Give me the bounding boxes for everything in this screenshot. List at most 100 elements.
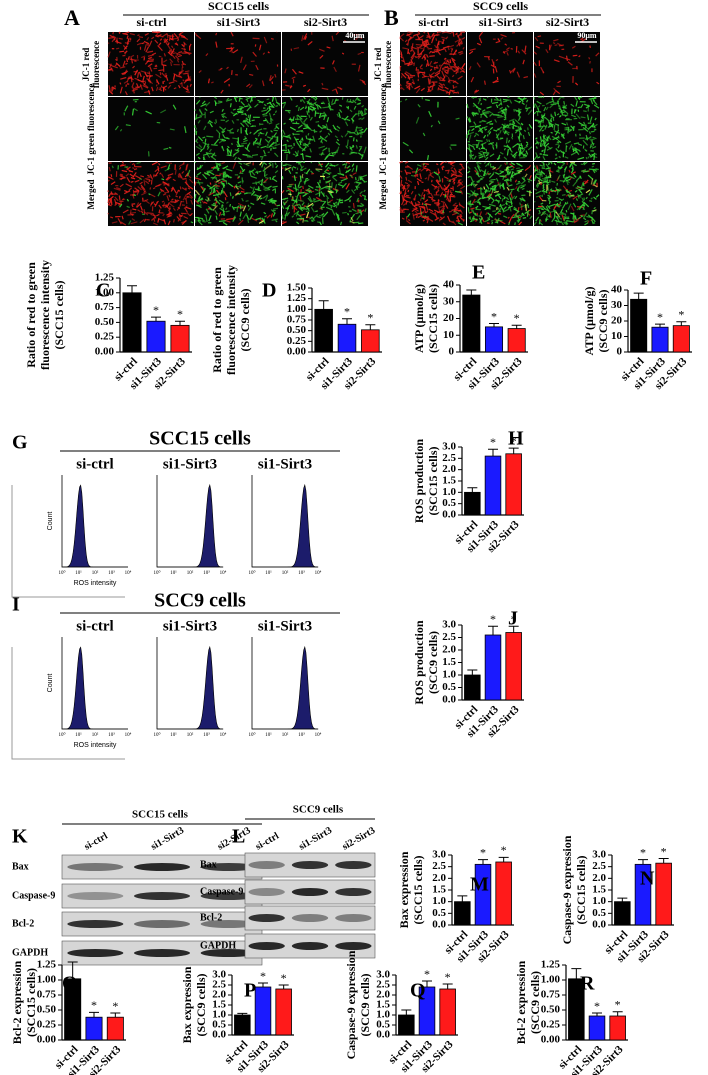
signal — [419, 47, 421, 48]
signal — [487, 97, 488, 98]
signal — [248, 205, 249, 207]
signal — [461, 41, 462, 43]
x-tick-label: 10² — [92, 570, 99, 576]
signal — [347, 99, 348, 102]
signal — [470, 221, 472, 222]
row-label: Bcl-2 — [12, 918, 34, 929]
bar — [485, 327, 502, 352]
signal — [307, 111, 308, 115]
significance: * — [661, 844, 667, 858]
signal — [108, 37, 114, 38]
significance: * — [367, 310, 373, 324]
bar — [361, 330, 379, 352]
signal — [285, 85, 289, 86]
signal — [557, 142, 559, 143]
signal — [298, 107, 299, 111]
signal — [234, 186, 235, 188]
y-axis-label: fluorescence intensity — [38, 260, 52, 370]
signal — [557, 183, 558, 186]
band — [134, 920, 190, 928]
y-tick-label: 1.25 — [287, 292, 307, 304]
y-tick-label: 0.00 — [37, 1034, 57, 1046]
signal — [562, 195, 566, 196]
signal — [195, 182, 196, 186]
signal — [511, 49, 513, 50]
signal — [567, 56, 568, 61]
y-axis-label: ATP (μmol/g) — [412, 284, 426, 353]
signal — [422, 97, 423, 99]
y-axis-label: Caspase-9 expression — [560, 835, 574, 944]
y-tick-label: 1.5 — [442, 656, 456, 668]
signal — [237, 146, 244, 147]
signal — [481, 189, 482, 196]
signal — [282, 221, 284, 222]
signal — [583, 111, 586, 112]
y-tick-label: 40 — [611, 284, 623, 296]
signal — [356, 177, 357, 180]
bar — [610, 1016, 626, 1040]
y-tick-label: 2.0 — [592, 872, 606, 884]
signal — [348, 213, 349, 215]
signal — [460, 164, 463, 165]
signal — [288, 194, 291, 195]
panel-letter: B — [384, 5, 399, 30]
signal — [446, 187, 447, 190]
x-axis-label: ROS intensity — [74, 580, 117, 587]
y-tick-label: 0.5 — [432, 907, 446, 919]
signal — [300, 176, 301, 182]
signal — [120, 174, 123, 175]
row-label: Merged — [378, 180, 388, 210]
y-tick-label: 0.0 — [442, 509, 456, 521]
x-tick-label: 10⁰ — [58, 570, 65, 576]
signal — [233, 196, 234, 198]
panel-letter: J — [508, 608, 518, 630]
signal — [589, 57, 590, 59]
y-tick-label: 1.0 — [442, 669, 456, 681]
signal — [319, 215, 323, 216]
bar — [398, 1015, 414, 1035]
signal — [426, 64, 427, 67]
signal — [516, 168, 520, 169]
signal — [573, 55, 578, 56]
x-tick-label: 10⁰ — [153, 732, 160, 738]
signal — [119, 38, 123, 39]
signal — [206, 136, 213, 137]
signal — [426, 164, 429, 165]
signal — [169, 36, 170, 41]
bar — [123, 293, 141, 352]
signal — [119, 51, 124, 52]
column-label: si1-Sirt3 — [258, 456, 312, 472]
bar — [276, 989, 292, 1035]
y-tick-label: 10 — [611, 330, 623, 342]
signal — [218, 101, 222, 102]
bar — [464, 675, 480, 700]
panel-letter: R — [580, 973, 595, 995]
signal — [467, 162, 468, 163]
signal — [490, 179, 495, 180]
y-axis-label: (SCC9 cells) — [596, 290, 610, 353]
band — [248, 861, 284, 869]
signal — [453, 85, 454, 89]
signal — [590, 61, 591, 63]
signal — [544, 191, 545, 195]
signal — [413, 208, 415, 209]
bar — [315, 309, 333, 352]
panel-title: SCC15 cells — [208, 0, 269, 13]
signal — [534, 105, 535, 108]
band — [67, 892, 123, 900]
signal — [453, 32, 454, 37]
y-tick-label: 1.00 — [541, 974, 561, 986]
y-tick-label: 30 — [611, 299, 623, 311]
signal — [147, 73, 150, 74]
signal — [321, 153, 323, 154]
y-tick-label: 2.0 — [442, 644, 456, 656]
signal — [177, 53, 178, 56]
band — [292, 888, 328, 896]
bar — [107, 1017, 123, 1040]
y-tick-label: 1.5 — [432, 884, 446, 896]
y-tick-label: 2.0 — [432, 872, 446, 884]
signal — [308, 133, 309, 135]
y-tick-label: 3.0 — [442, 441, 456, 453]
signal — [408, 190, 409, 192]
x-tick-label: 10³ — [108, 570, 115, 576]
